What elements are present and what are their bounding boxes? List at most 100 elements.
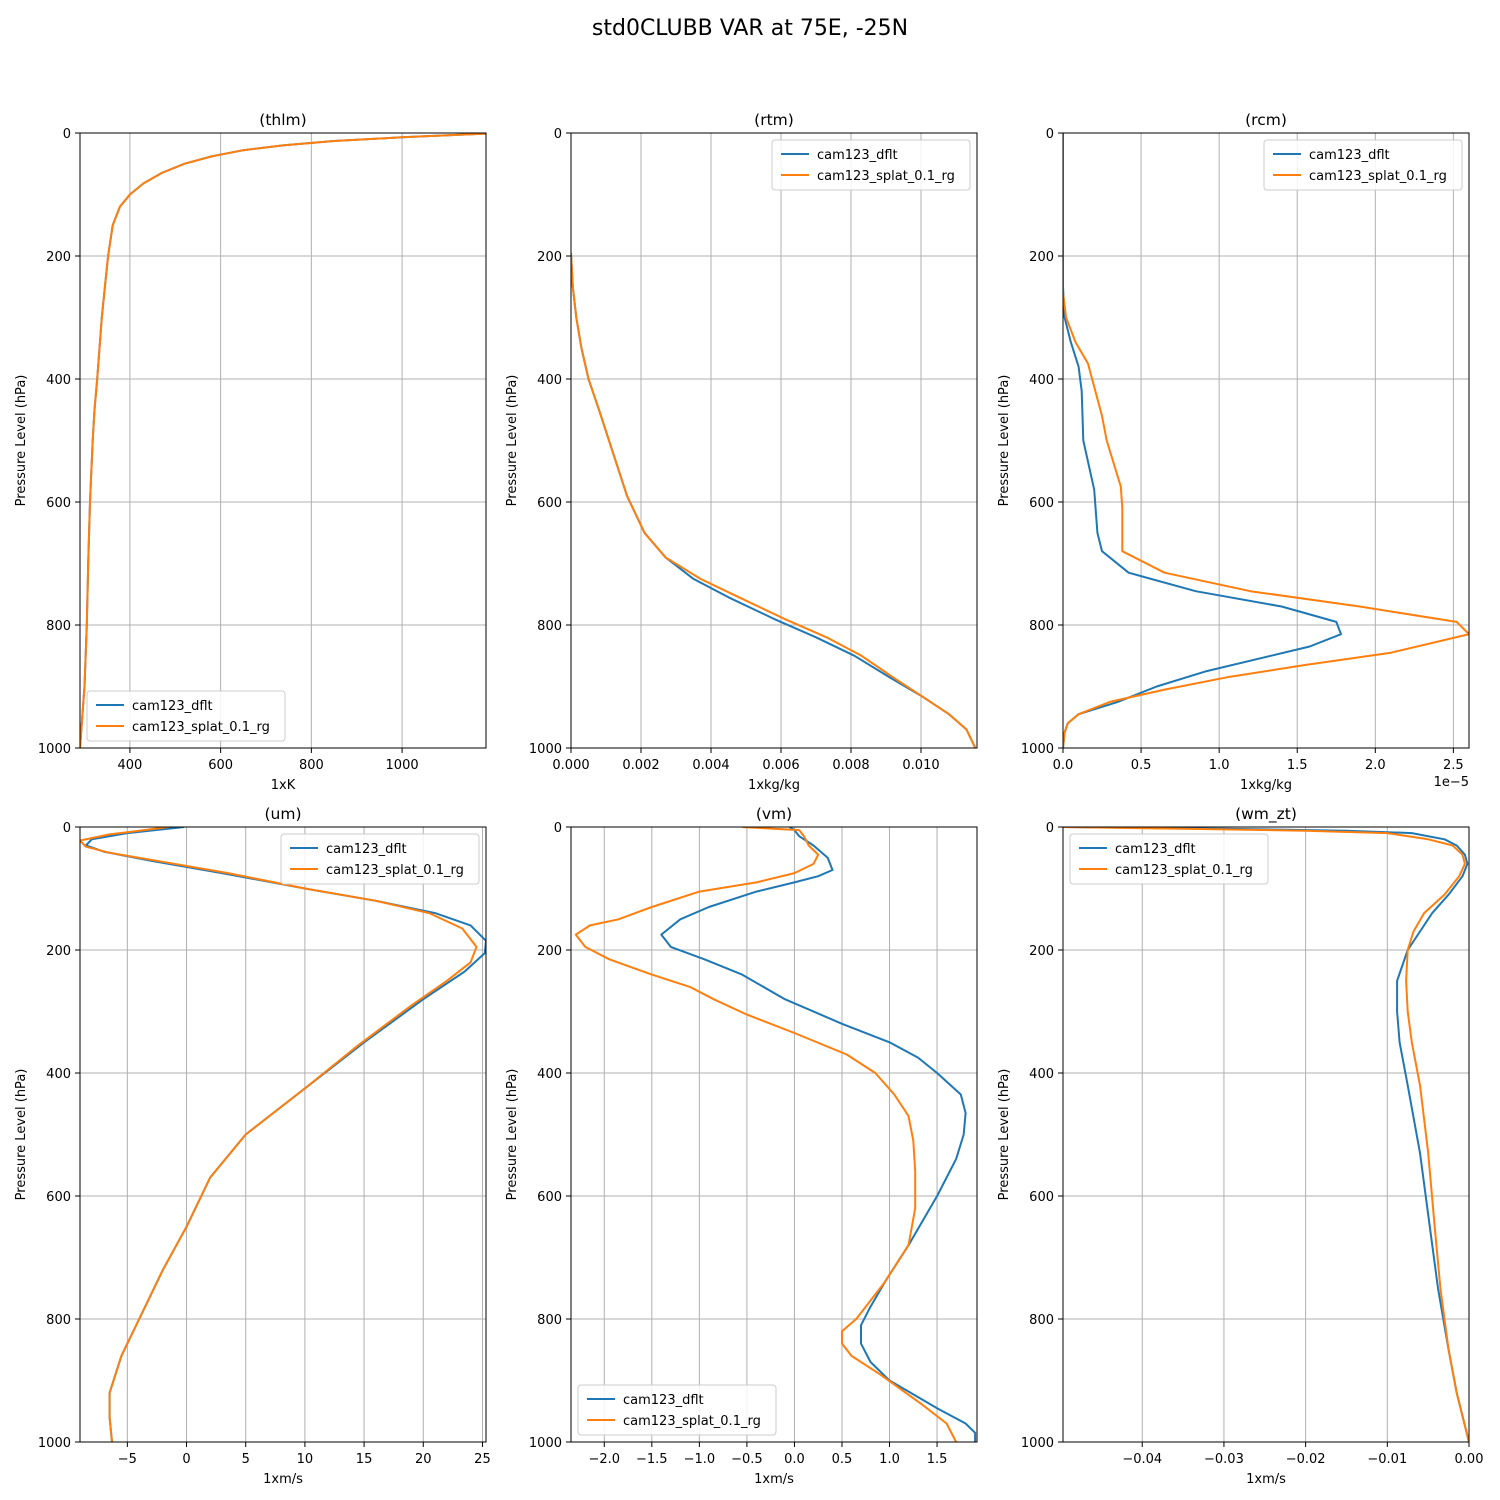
y-axis-label: Pressure Level (hPa) xyxy=(14,375,29,507)
x-tick-label: 1000 xyxy=(386,758,419,773)
x-tick-label: 25 xyxy=(474,1452,491,1467)
panel-title: (rcm) xyxy=(1245,111,1287,129)
y-tick-label: 0 xyxy=(63,821,71,836)
legend-label: cam123_dflt xyxy=(817,148,898,163)
legend: cam123_dflt cam123_splat_0.1_rg xyxy=(577,1384,777,1436)
legend-box xyxy=(280,833,480,885)
series-line-cam123_splat_0.1_rg xyxy=(571,252,977,748)
y-tick-label: 600 xyxy=(537,1190,562,1205)
x-axis-label: 1xK xyxy=(271,778,296,793)
x-axis-label: 1xm/s xyxy=(754,1472,794,1487)
chart-panel-2: 0.0 0.5 1.0 1.5 2.0 2.5 0 200 400 600 800 1000 (rcm)… xyxy=(997,111,1470,793)
x-tick-label: 1.5 xyxy=(927,1452,948,1467)
y-axis-label: Pressure Level (hPa) xyxy=(997,1069,1012,1201)
y-tick-label: 800 xyxy=(1029,619,1054,634)
chart-panel-1: 0.000 0.002 0.004 0.006 0.008 0.010 0 200 400 600… xyxy=(505,111,978,793)
chart-panel-0: 400 600 800 1000 0 200 400 600 800 1000 (thlm) 1xK P… xyxy=(14,111,487,793)
x-tick-label: 0.006 xyxy=(762,758,799,773)
x-tick-label: 10 xyxy=(297,1452,314,1467)
y-tick-label: 600 xyxy=(537,496,562,511)
x-tick-label: 0.004 xyxy=(692,758,729,773)
legend-label: cam123_dflt xyxy=(132,699,213,714)
chart-panel-3: −5 0 5 10 15 20 25 0 200 400 600 800 1000 (um) 1xm/s Pr… xyxy=(14,805,491,1487)
legend-box xyxy=(577,1384,777,1436)
y-tick-label: 400 xyxy=(1029,1067,1054,1082)
series-line-cam123_dflt xyxy=(84,827,486,1442)
y-tick-label: 1000 xyxy=(1021,742,1054,757)
x-axis-label: 1xm/s xyxy=(263,1472,303,1487)
legend: cam123_dflt cam123_splat_0.1_rg xyxy=(771,139,971,191)
x-tick-label: 0.5 xyxy=(832,1452,853,1467)
x-tick-label: 1.0 xyxy=(879,1452,900,1467)
series-line-cam123_splat_0.1_rg xyxy=(1063,133,1469,748)
x-tick-label: 600 xyxy=(208,758,233,773)
y-tick-label: 400 xyxy=(537,1067,562,1082)
y-tick-label: 600 xyxy=(46,496,71,511)
x-tick-label: −5 xyxy=(118,1452,137,1467)
x-tick-label: 2.5 xyxy=(1443,758,1464,773)
plot-frame xyxy=(570,826,978,1443)
x-tick-label: 0.010 xyxy=(902,758,939,773)
legend-box xyxy=(771,139,971,191)
y-tick-label: 0 xyxy=(554,127,562,142)
x-tick-label: 0.00 xyxy=(1455,1452,1484,1467)
y-axis-label: Pressure Level (hPa) xyxy=(997,375,1012,507)
x-tick-label: 5 xyxy=(242,1452,250,1467)
series-line-cam123_splat_0.1_rg xyxy=(80,827,478,1442)
panel-title: (um) xyxy=(264,805,301,823)
series-line-cam123_splat_0.1_rg xyxy=(1063,827,1469,1442)
y-tick-label: 1000 xyxy=(38,742,71,757)
y-tick-label: 600 xyxy=(1029,496,1054,511)
y-tick-label: 800 xyxy=(537,1313,562,1328)
series-line-cam123_dflt xyxy=(660,827,977,1442)
x-tick-label: 2.0 xyxy=(1365,758,1386,773)
y-tick-label: 200 xyxy=(46,250,71,265)
legend: cam123_dflt cam123_splat_0.1_rg xyxy=(280,833,480,885)
x-tick-label: 1.5 xyxy=(1287,758,1308,773)
y-tick-label: 800 xyxy=(537,619,562,634)
legend-box xyxy=(1263,139,1463,191)
x-tick-label: −0.02 xyxy=(1286,1452,1326,1467)
legend-label: cam123_dflt xyxy=(623,1393,704,1408)
x-tick-label: −0.5 xyxy=(731,1452,763,1467)
panel-title: (rtm) xyxy=(754,111,794,129)
legend: cam123_dflt cam123_splat_0.1_rg xyxy=(1069,833,1269,885)
legend-label: cam123_splat_0.1_rg xyxy=(326,863,464,878)
y-tick-label: 200 xyxy=(1029,250,1054,265)
series-line-cam123_splat_0.1_rg xyxy=(80,133,486,748)
y-tick-label: 400 xyxy=(46,1067,71,1082)
y-tick-label: 0 xyxy=(1046,821,1054,836)
x-tick-label: −0.01 xyxy=(1367,1452,1407,1467)
x-tick-label: −1.5 xyxy=(636,1452,668,1467)
y-tick-label: 0 xyxy=(63,127,71,142)
legend-label: cam123_splat_0.1_rg xyxy=(817,169,955,184)
panel-title: (vm) xyxy=(756,805,792,823)
x-tick-label: 1.0 xyxy=(1209,758,1230,773)
panel-title: (wm_zt) xyxy=(1235,805,1297,824)
legend-label: cam123_dflt xyxy=(1309,148,1390,163)
legend-label: cam123_splat_0.1_rg xyxy=(623,1414,761,1429)
y-tick-label: 1000 xyxy=(529,1436,562,1451)
y-tick-label: 400 xyxy=(537,373,562,388)
chart-panel-5: −0.04 −0.03 −0.02 −0.01 0.00 0 200 400 600 800 100… xyxy=(997,805,1483,1487)
figure-title: std0CLUBB VAR at 75E, -25N xyxy=(591,16,909,41)
y-tick-label: 600 xyxy=(46,1190,71,1205)
series-line-cam123_splat_0.1_rg xyxy=(574,827,957,1442)
y-axis-label: Pressure Level (hPa) xyxy=(505,375,520,507)
y-tick-label: 1000 xyxy=(1021,1436,1054,1451)
x-tick-label: −0.04 xyxy=(1122,1452,1162,1467)
series-line-cam123_dflt xyxy=(1063,133,1342,748)
x-tick-label: 400 xyxy=(117,758,142,773)
y-tick-label: 0 xyxy=(554,821,562,836)
x-tick-label: 0.000 xyxy=(552,758,589,773)
legend: cam123_dflt cam123_splat_0.1_rg xyxy=(86,690,286,742)
y-tick-label: 200 xyxy=(1029,944,1054,959)
plot-frame xyxy=(570,132,978,749)
y-tick-label: 1000 xyxy=(529,742,562,757)
series-line-cam123_dflt xyxy=(571,252,977,748)
plot-frame xyxy=(79,826,487,1443)
x-tick-label: 20 xyxy=(415,1452,432,1467)
x-tick-label: 0.0 xyxy=(784,1452,805,1467)
x-tick-label: 0.002 xyxy=(622,758,659,773)
